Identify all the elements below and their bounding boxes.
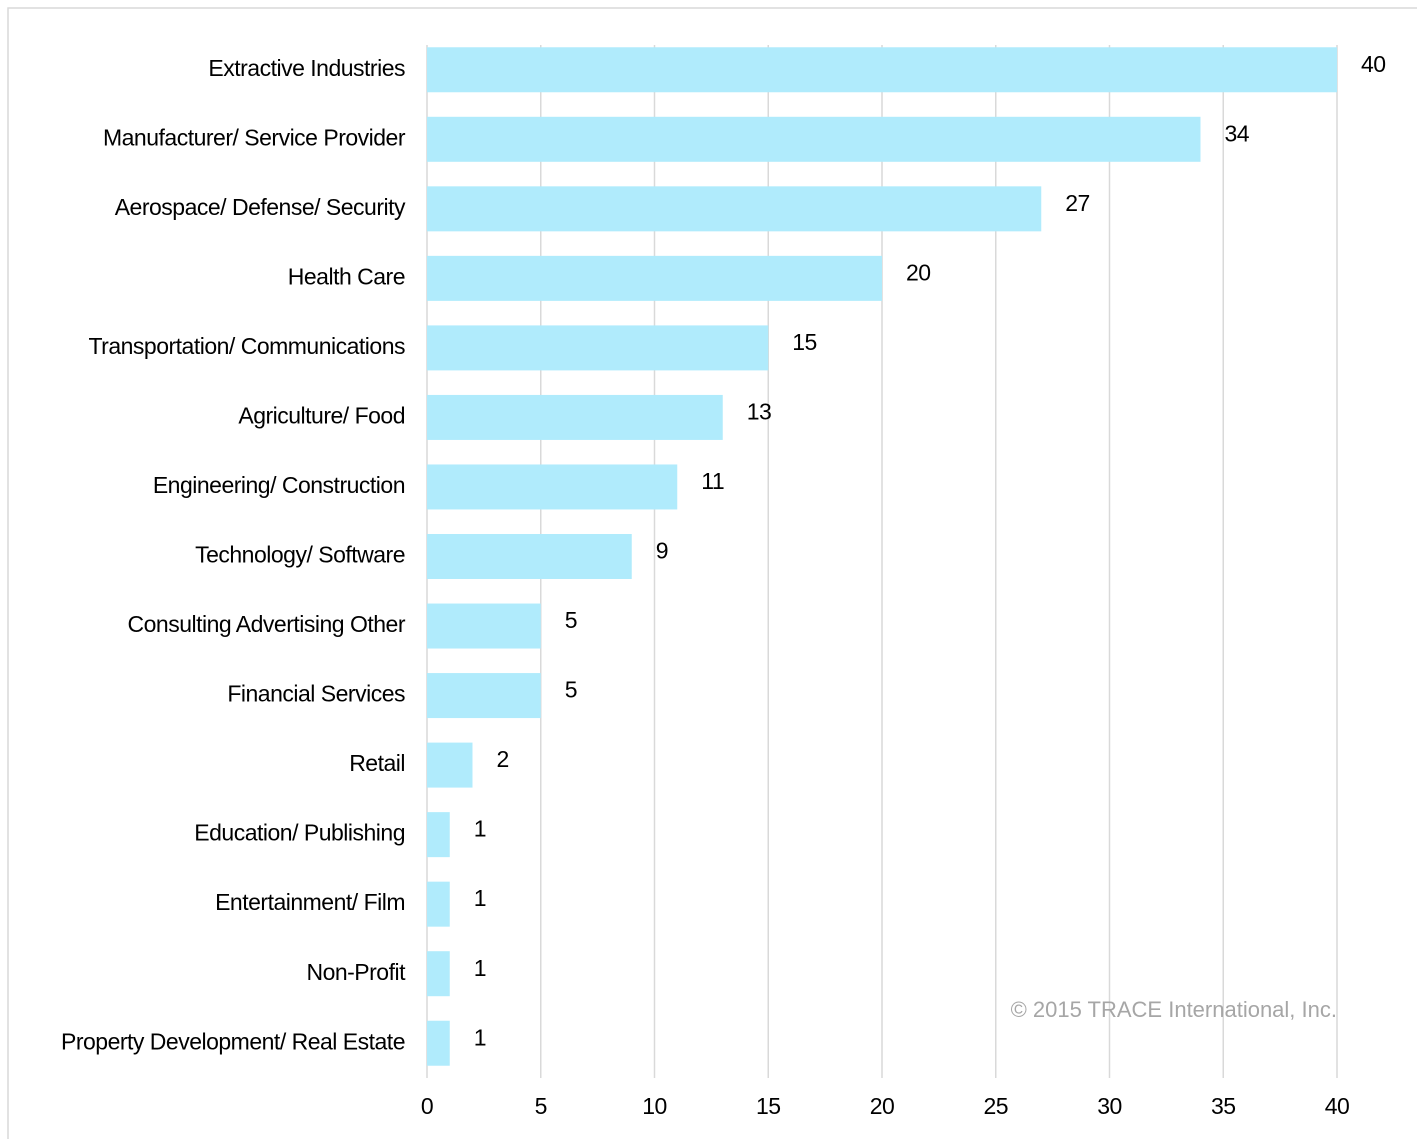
bar <box>427 255 882 301</box>
bar <box>427 534 632 579</box>
chart-frame <box>7 7 1417 1139</box>
y-tick-label: Financial Services <box>227 681 405 707</box>
data-label: 1 <box>474 885 486 911</box>
x-tick-label: 25 <box>983 1093 1008 1119</box>
data-label: 1 <box>474 816 486 842</box>
data-label: 20 <box>906 259 931 285</box>
bar <box>427 673 541 719</box>
y-tick-label: Agriculture/ Food <box>238 403 405 429</box>
data-label: 1 <box>474 1024 486 1050</box>
data-label: 2 <box>497 746 509 772</box>
y-tick-label: Technology/ Software <box>195 542 405 568</box>
bar <box>427 116 1201 162</box>
y-tick-label: Transportation/ Communications <box>88 333 405 359</box>
annotation: © 2015 TRACE International, Inc. <box>1011 997 1337 1022</box>
bar <box>427 394 723 440</box>
x-tick-label: 35 <box>1211 1093 1236 1119</box>
data-label: 15 <box>792 329 817 355</box>
y-tick-label: Property Development/ Real Estate <box>61 1028 405 1054</box>
bar <box>427 603 541 649</box>
data-label: 13 <box>747 399 772 425</box>
y-tick-label: Entertainment/ Film <box>215 889 405 915</box>
y-tick-label: Extractive Industries <box>208 55 405 81</box>
x-tick-label: 20 <box>870 1093 895 1119</box>
bar <box>427 881 450 927</box>
y-tick-label: Non-Profit <box>306 959 406 985</box>
y-tick-label: Manufacturer/ Service Provider <box>103 124 406 150</box>
x-tick-label: 30 <box>1097 1093 1122 1119</box>
y-tick-label: Consulting Advertising Other <box>128 611 406 637</box>
data-label: 1 <box>474 955 486 981</box>
x-tick-label: 5 <box>535 1093 547 1119</box>
y-tick-label: Engineering/ Construction <box>153 472 405 498</box>
bar <box>427 812 450 858</box>
x-tick-label: 10 <box>642 1093 667 1119</box>
y-tick-label: Aerospace/ Defense/ Security <box>115 194 406 220</box>
x-tick-label: 40 <box>1325 1093 1350 1119</box>
bar <box>427 742 473 788</box>
data-label: 40 <box>1361 51 1386 77</box>
bar <box>427 186 1042 232</box>
bar <box>427 1020 450 1066</box>
data-label: 34 <box>1225 120 1250 146</box>
data-label: 27 <box>1065 190 1090 216</box>
data-label: 9 <box>656 538 668 564</box>
y-tick-label: Health Care <box>288 263 405 289</box>
bar <box>427 47 1337 93</box>
data-label: 5 <box>565 677 577 703</box>
x-tick-label: 15 <box>756 1093 781 1119</box>
bar <box>427 951 450 997</box>
data-label: 11 <box>701 468 724 494</box>
data-label: 5 <box>565 607 577 633</box>
x-tick-label: 0 <box>421 1093 433 1119</box>
bar <box>427 464 678 510</box>
y-tick-label: Retail <box>349 750 405 776</box>
bar <box>427 325 769 371</box>
y-tick-label: Education/ Publishing <box>194 820 405 846</box>
